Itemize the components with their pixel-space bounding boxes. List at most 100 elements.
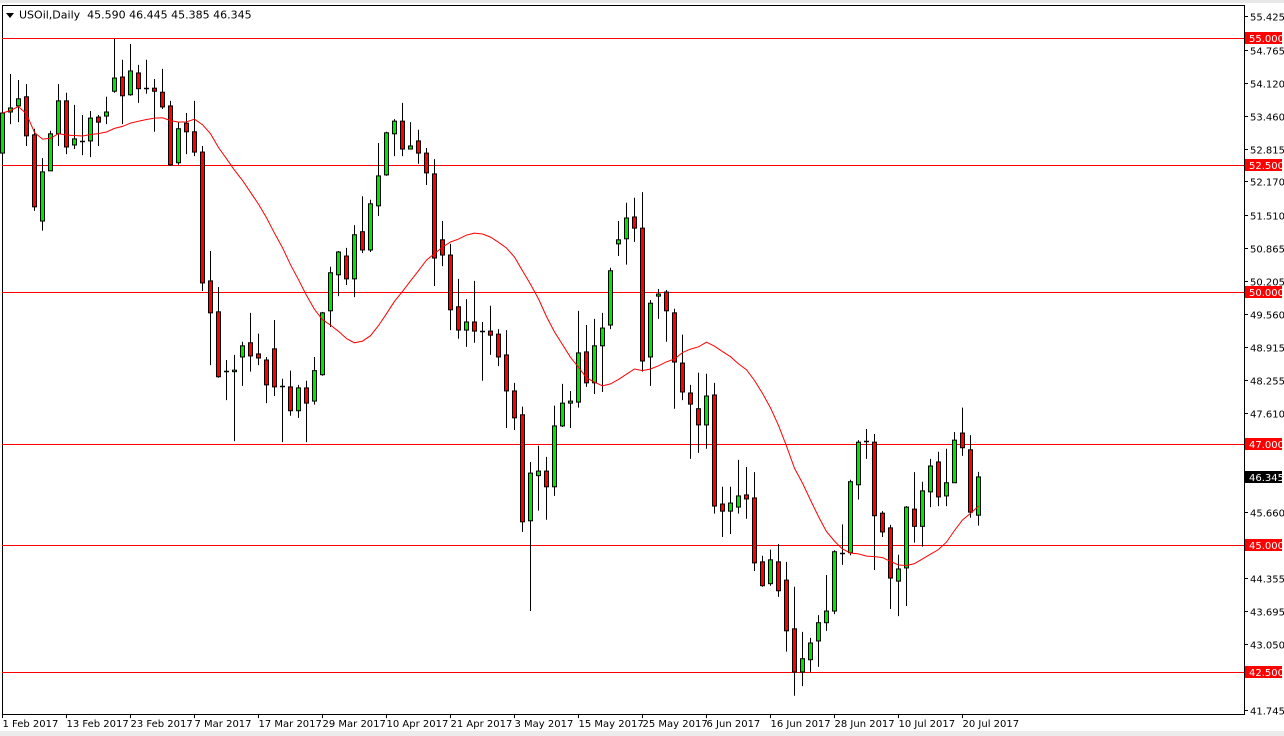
candle-bear[interactable] <box>216 311 221 378</box>
candle-bull[interactable] <box>648 302 653 358</box>
candle-bear[interactable] <box>264 359 269 386</box>
candle-bull[interactable] <box>808 642 813 661</box>
candle-bull[interactable] <box>952 439 957 484</box>
candle-bear[interactable] <box>880 512 885 533</box>
candle-bear[interactable] <box>432 173 437 259</box>
candle-bull[interactable] <box>832 551 837 612</box>
candle-bull[interactable] <box>240 345 245 358</box>
candle-bear[interactable] <box>664 291 669 312</box>
candle-bear[interactable] <box>456 306 461 331</box>
candle-bear[interactable] <box>152 87 157 92</box>
candle-bear[interactable] <box>504 354 509 392</box>
candle-bear[interactable] <box>288 386 293 412</box>
candle-bull[interactable] <box>104 111 109 117</box>
candle-bear[interactable] <box>360 231 365 251</box>
candle-bull[interactable] <box>608 270 613 326</box>
candle-bear[interactable] <box>696 408 701 426</box>
candle-bull[interactable] <box>528 472 533 522</box>
candle-bear[interactable] <box>424 152 429 174</box>
candle-bear[interactable] <box>400 120 405 150</box>
candle-bear[interactable] <box>960 432 965 449</box>
candle-bull[interactable] <box>656 293 661 297</box>
candle-bear[interactable] <box>32 134 37 208</box>
candle-bull[interactable] <box>576 352 581 403</box>
candle-bear[interactable] <box>640 227 645 362</box>
candle-bull[interactable] <box>848 481 853 554</box>
candle-bear[interactable] <box>520 414 525 523</box>
candle-bear[interactable] <box>688 392 693 405</box>
candle-bull[interactable] <box>376 175 381 207</box>
candle-bull[interactable] <box>320 312 325 376</box>
candle-bull[interactable] <box>568 400 573 404</box>
candle-bull[interactable] <box>16 98 21 107</box>
candle-bear[interactable] <box>472 321 477 332</box>
candle-bear[interactable] <box>304 387 309 404</box>
candle-bear[interactable] <box>256 353 261 359</box>
candle-bear[interactable] <box>448 254 453 311</box>
candle-bull[interactable] <box>976 476 981 516</box>
candle-bear[interactable] <box>912 508 917 527</box>
candle-bull[interactable] <box>352 234 357 280</box>
candle-bull[interactable] <box>800 658 805 673</box>
candle-bear[interactable] <box>64 100 69 148</box>
candle-bear[interactable] <box>936 461 941 498</box>
candle-bull[interactable] <box>176 128 181 164</box>
candle-bear[interactable] <box>680 362 685 393</box>
candle-bear[interactable] <box>120 76 125 97</box>
candle-bull[interactable] <box>40 171 45 222</box>
candle-bear[interactable] <box>760 561 765 587</box>
candle-bull[interactable] <box>560 402 565 427</box>
candle-bear[interactable] <box>24 96 29 137</box>
candle-bull[interactable] <box>72 138 77 146</box>
candle-bull[interactable] <box>816 622 821 642</box>
candle-bull[interactable] <box>384 132 389 176</box>
candle-bull[interactable] <box>392 120 397 135</box>
candle-bull[interactable] <box>736 495 741 508</box>
candle-bear[interactable] <box>712 394 717 507</box>
candle-bull[interactable] <box>536 470 541 477</box>
candle-bear[interactable] <box>632 216 637 229</box>
candle-bear[interactable] <box>792 628 797 673</box>
candle-bull[interactable] <box>920 490 925 527</box>
candle-bull[interactable] <box>112 77 117 92</box>
candle-bull[interactable] <box>368 203 373 251</box>
candle-bull[interactable] <box>552 425 557 488</box>
candle-bull[interactable] <box>728 502 733 512</box>
candle-bull[interactable] <box>768 559 773 585</box>
candle-bull[interactable] <box>464 321 469 331</box>
candle-bear[interactable] <box>168 105 173 166</box>
candle-bull[interactable] <box>944 482 949 497</box>
candle-bull[interactable] <box>328 272 333 312</box>
candle-bear[interactable] <box>344 255 349 280</box>
candle-bull[interactable] <box>856 441 861 486</box>
candle-bull[interactable] <box>704 395 709 426</box>
candle-bull[interactable] <box>0 112 5 154</box>
candle-bull[interactable] <box>592 345 597 384</box>
candle-bull[interactable] <box>336 251 341 276</box>
candle-bear[interactable] <box>744 494 749 500</box>
candle-bear[interactable] <box>784 579 789 632</box>
candle-bear[interactable] <box>200 151 205 284</box>
candle-bear[interactable] <box>544 470 549 488</box>
candle-bull[interactable] <box>232 369 237 373</box>
candle-bull[interactable] <box>624 217 629 240</box>
candle-bull[interactable] <box>296 387 301 412</box>
candle-bull[interactable] <box>48 133 53 172</box>
candle-bull[interactable] <box>616 239 621 245</box>
candle-bear[interactable] <box>496 333 501 358</box>
candle-bear[interactable] <box>672 312 677 363</box>
candle-bull[interactable] <box>88 117 93 142</box>
candle-bear[interactable] <box>96 116 101 123</box>
candle-bear[interactable] <box>488 330 493 336</box>
candle-bear[interactable] <box>416 140 421 154</box>
candle-bear[interactable] <box>720 503 725 512</box>
candle-bull[interactable] <box>128 70 133 96</box>
candle-bull[interactable] <box>904 506 909 569</box>
candle-bear[interactable] <box>248 342 253 357</box>
candle-bear[interactable] <box>752 497 757 564</box>
dropdown-triangle-icon[interactable] <box>6 12 14 18</box>
candle-bull[interactable] <box>56 100 61 135</box>
candle-bear[interactable] <box>968 449 973 513</box>
candle-bear[interactable] <box>888 527 893 579</box>
candle-bull[interactable] <box>928 465 933 493</box>
